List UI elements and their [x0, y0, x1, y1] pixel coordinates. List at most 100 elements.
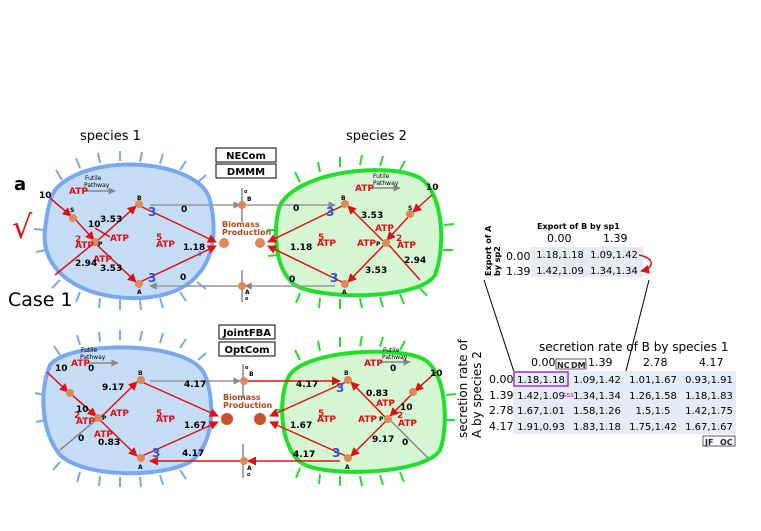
bottom-cell-species1: [34, 330, 214, 488]
svg-text:Pathway: Pathway: [80, 354, 106, 361]
svg-text:Futile: Futile: [383, 347, 400, 354]
svg-text:A: A: [342, 289, 347, 296]
svg-text:Futile: Futile: [373, 173, 390, 180]
svg-text:ATP: ATP: [71, 359, 90, 369]
svg-text:10: 10: [55, 364, 68, 374]
svg-text:ATP: ATP: [110, 234, 129, 244]
svg-text:2: 2: [397, 411, 403, 421]
case-label: Case 1: [8, 289, 73, 311]
bottom-exchange-labels: Biomass Production o B A o: [223, 365, 273, 478]
svg-text:o: o: [247, 472, 251, 478]
svg-text:o: o: [245, 365, 249, 371]
svg-text:ATP: ATP: [355, 184, 374, 194]
big-cell: 1.09,1.42: [573, 375, 621, 386]
method-box-necom: NECom: [215, 147, 277, 163]
small-col-1: 1.39: [603, 232, 628, 245]
top-exchange: [219, 188, 265, 302]
method-box-optcom: OptCom: [218, 341, 276, 357]
small-cell: 1.42,1.09: [536, 266, 584, 277]
svg-text:DM: DM: [571, 361, 586, 370]
big-col-2: 2.78: [643, 356, 668, 369]
svg-text:Pathway: Pathway: [373, 180, 399, 187]
svg-text:0.83: 0.83: [366, 389, 388, 399]
svg-text:NECom: NECom: [226, 151, 266, 162]
svg-text:3: 3: [332, 446, 340, 460]
svg-text:0: 0: [181, 205, 187, 215]
svg-text:A: A: [138, 464, 143, 471]
svg-text:ATP: ATP: [375, 224, 394, 234]
method-box-dmmm: DMMM: [215, 163, 277, 179]
svg-text:ATP: ATP: [76, 417, 95, 427]
svg-text:2: 2: [75, 235, 81, 245]
big-table-title: secretion rate of B by species 1: [539, 340, 729, 354]
svg-text:Biomass: Biomass: [222, 220, 260, 229]
big-table-ylabel2: A by species 2: [470, 351, 484, 438]
svg-text:4.17: 4.17: [293, 450, 315, 460]
svg-text:B: B: [249, 371, 254, 378]
svg-text:A: A: [137, 289, 142, 296]
svg-text:2.94: 2.94: [404, 256, 426, 266]
svg-text:Biomass: Biomass: [223, 393, 261, 402]
svg-text:ATP: ATP: [364, 359, 383, 369]
small-col-0: 0.00: [547, 232, 572, 245]
small-cell: 1.18,1.18: [536, 250, 584, 261]
big-row-2: 2.78: [489, 404, 514, 417]
svg-text:o: o: [244, 189, 248, 195]
big-row-0: 0.00: [489, 373, 514, 386]
svg-text:5: 5: [156, 233, 162, 243]
svg-text:S: S: [70, 207, 74, 214]
svg-text:ATP: ATP: [94, 430, 113, 440]
svg-text:B: B: [247, 196, 252, 203]
big-cell: 1.34,1.34: [573, 391, 621, 402]
small-payoff-table: Export of B by sp1 Export of A by sp2 0.…: [483, 222, 652, 376]
big-cell: 1.18,1.18: [517, 375, 565, 386]
svg-text:P: P: [102, 415, 107, 422]
svg-text:S: S: [408, 205, 412, 212]
svg-text:ATP: ATP: [75, 241, 94, 251]
svg-text:0: 0: [293, 204, 299, 214]
svg-text:ATP: ATP: [376, 399, 395, 409]
svg-text:Production: Production: [223, 401, 273, 410]
big-col-3: 4.17: [699, 356, 724, 369]
svg-text:DMMM: DMMM: [227, 167, 265, 178]
big-cell: 1.5,1.5: [636, 406, 671, 417]
big-cell: 1.67,1.01: [517, 406, 565, 417]
svg-text:2: 2: [396, 234, 402, 244]
svg-text:1.18: 1.18: [290, 243, 312, 253]
big-cell: 0.93,1.91: [685, 375, 733, 386]
svg-text:A: A: [245, 289, 250, 296]
svg-text:0: 0: [180, 273, 186, 283]
svg-text:3: 3: [148, 271, 156, 285]
svg-text:ATP: ATP: [156, 240, 175, 250]
svg-text:ATP: ATP: [398, 419, 417, 429]
svg-text:9.17: 9.17: [372, 435, 394, 445]
big-cell: 1.26,1.58: [629, 391, 677, 402]
svg-text:Futile: Futile: [85, 175, 102, 182]
svg-text:10: 10: [426, 183, 439, 193]
svg-text:P: P: [379, 416, 384, 423]
small-table-ylabel2: by sp2: [493, 246, 502, 276]
bottom-reactions-species2: [245, 358, 437, 466]
big-cell: 1.01,1.67: [629, 375, 677, 386]
svg-text:JointFBA: JointFBA: [222, 328, 271, 339]
svg-text:5: 5: [318, 409, 324, 419]
small-cell: 1.09,1.42: [590, 250, 638, 261]
svg-text:0: 0: [78, 434, 84, 444]
equilibrium-highlight: [513, 371, 569, 387]
tag-dots: sss: [563, 391, 574, 399]
svg-text:ATP: ATP: [110, 409, 129, 419]
svg-text:2.94: 2.94: [75, 259, 97, 269]
svg-text:3.53: 3.53: [100, 264, 122, 274]
tag-nc-dm: NC DM: [555, 358, 587, 370]
top-labels-species1: 10 ATP Futile Pathway S 10 3.53 2 ATP P …: [39, 175, 205, 296]
panel-label: a: [14, 174, 26, 195]
big-cell: 1.42,1.75: [685, 406, 733, 417]
small-row-0: 0.00: [506, 250, 531, 263]
big-row-1: 1.39: [489, 389, 514, 402]
svg-text:1.67: 1.67: [184, 421, 206, 431]
top-cell-species1: [33, 151, 216, 311]
svg-text:NC: NC: [557, 361, 570, 370]
small-table-title: Export of B by sp1: [537, 222, 620, 231]
svg-text:ATP: ATP: [397, 241, 416, 251]
svg-text:3: 3: [326, 205, 334, 219]
